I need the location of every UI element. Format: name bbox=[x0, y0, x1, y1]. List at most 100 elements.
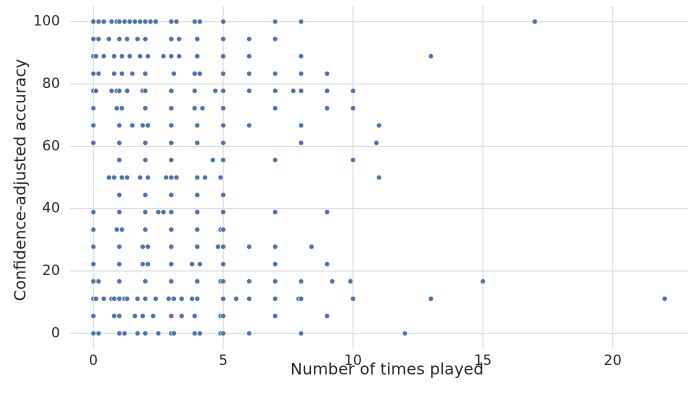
data-point bbox=[137, 174, 144, 181]
data-point bbox=[93, 53, 99, 60]
data-point bbox=[272, 243, 279, 250]
data-point bbox=[479, 278, 486, 285]
data-point bbox=[191, 87, 198, 94]
data-point bbox=[196, 70, 203, 77]
data-point bbox=[168, 261, 175, 268]
data-point bbox=[272, 209, 279, 216]
data-point bbox=[111, 295, 118, 302]
data-point bbox=[100, 295, 107, 302]
data-point bbox=[155, 209, 162, 216]
data-point bbox=[196, 18, 203, 25]
data-point bbox=[194, 295, 201, 302]
x-axis-label: Number of times played bbox=[290, 360, 483, 379]
data-point bbox=[129, 122, 136, 129]
data-point bbox=[194, 209, 201, 216]
y-tick-label: 0 bbox=[51, 325, 60, 341]
data-point bbox=[272, 18, 279, 25]
data-point bbox=[220, 105, 227, 112]
data-point bbox=[90, 226, 97, 233]
data-point bbox=[170, 295, 177, 302]
data-point bbox=[165, 295, 172, 302]
data-point bbox=[428, 295, 434, 302]
data-point bbox=[194, 122, 201, 129]
data-point bbox=[246, 87, 253, 94]
data-point bbox=[199, 105, 206, 112]
data-point bbox=[116, 261, 123, 268]
data-point bbox=[116, 243, 123, 250]
data-point bbox=[168, 243, 175, 250]
data-point bbox=[215, 243, 221, 250]
data-point bbox=[134, 330, 141, 337]
data-point bbox=[272, 261, 279, 268]
data-point bbox=[350, 87, 356, 94]
data-point bbox=[233, 295, 240, 302]
x-tick-label: 10 bbox=[344, 353, 362, 369]
data-point bbox=[220, 209, 227, 216]
data-point bbox=[142, 330, 149, 337]
data-point bbox=[129, 70, 136, 77]
data-point bbox=[168, 313, 175, 319]
data-point bbox=[324, 261, 330, 268]
data-point bbox=[168, 192, 175, 198]
data-point bbox=[324, 105, 330, 112]
data-point bbox=[298, 122, 305, 129]
data-point bbox=[124, 87, 131, 94]
data-point bbox=[116, 330, 123, 337]
data-point bbox=[113, 226, 120, 233]
data-point bbox=[194, 139, 201, 146]
data-point bbox=[246, 122, 253, 129]
data-point bbox=[168, 157, 175, 163]
data-point bbox=[100, 53, 107, 60]
data-point bbox=[90, 18, 97, 25]
data-point bbox=[350, 157, 356, 163]
data-point bbox=[152, 295, 159, 302]
data-point bbox=[173, 174, 180, 181]
data-point bbox=[144, 261, 151, 268]
y-axis-label: Confidence-adjusted accuracy bbox=[11, 59, 30, 301]
data-point bbox=[111, 70, 118, 77]
data-point bbox=[272, 295, 279, 302]
data-point bbox=[272, 87, 279, 94]
data-point bbox=[290, 87, 297, 94]
data-point bbox=[272, 278, 279, 285]
data-point bbox=[95, 18, 102, 25]
data-point bbox=[170, 330, 177, 337]
data-point bbox=[124, 36, 131, 42]
data-point bbox=[220, 226, 227, 233]
data-point bbox=[324, 70, 330, 77]
data-point bbox=[324, 313, 330, 319]
data-point bbox=[308, 243, 315, 250]
y-tick-label: 100 bbox=[33, 14, 60, 30]
data-point bbox=[246, 278, 253, 285]
data-point bbox=[220, 243, 227, 250]
data-point bbox=[191, 330, 198, 337]
data-point bbox=[142, 192, 149, 198]
data-point bbox=[194, 243, 201, 250]
data-point bbox=[119, 174, 125, 181]
data-point bbox=[113, 105, 120, 112]
data-point bbox=[90, 330, 97, 337]
data-point bbox=[111, 174, 118, 181]
y-tick-label: 40 bbox=[42, 201, 60, 217]
data-point bbox=[142, 226, 149, 233]
data-point bbox=[93, 87, 99, 94]
data-point bbox=[298, 70, 305, 77]
data-point bbox=[90, 209, 97, 216]
data-point bbox=[189, 261, 195, 268]
data-point bbox=[202, 174, 208, 181]
data-point bbox=[139, 243, 146, 250]
data-point bbox=[95, 330, 102, 337]
data-point bbox=[132, 313, 138, 319]
data-point bbox=[168, 139, 175, 146]
data-point bbox=[168, 174, 175, 181]
data-point bbox=[155, 330, 162, 337]
data-point bbox=[246, 70, 253, 77]
data-point bbox=[191, 18, 198, 25]
data-point bbox=[220, 87, 227, 94]
data-point bbox=[90, 139, 97, 146]
data-point bbox=[191, 105, 198, 112]
data-point bbox=[168, 209, 175, 216]
data-point bbox=[176, 53, 182, 60]
data-point bbox=[298, 53, 305, 60]
